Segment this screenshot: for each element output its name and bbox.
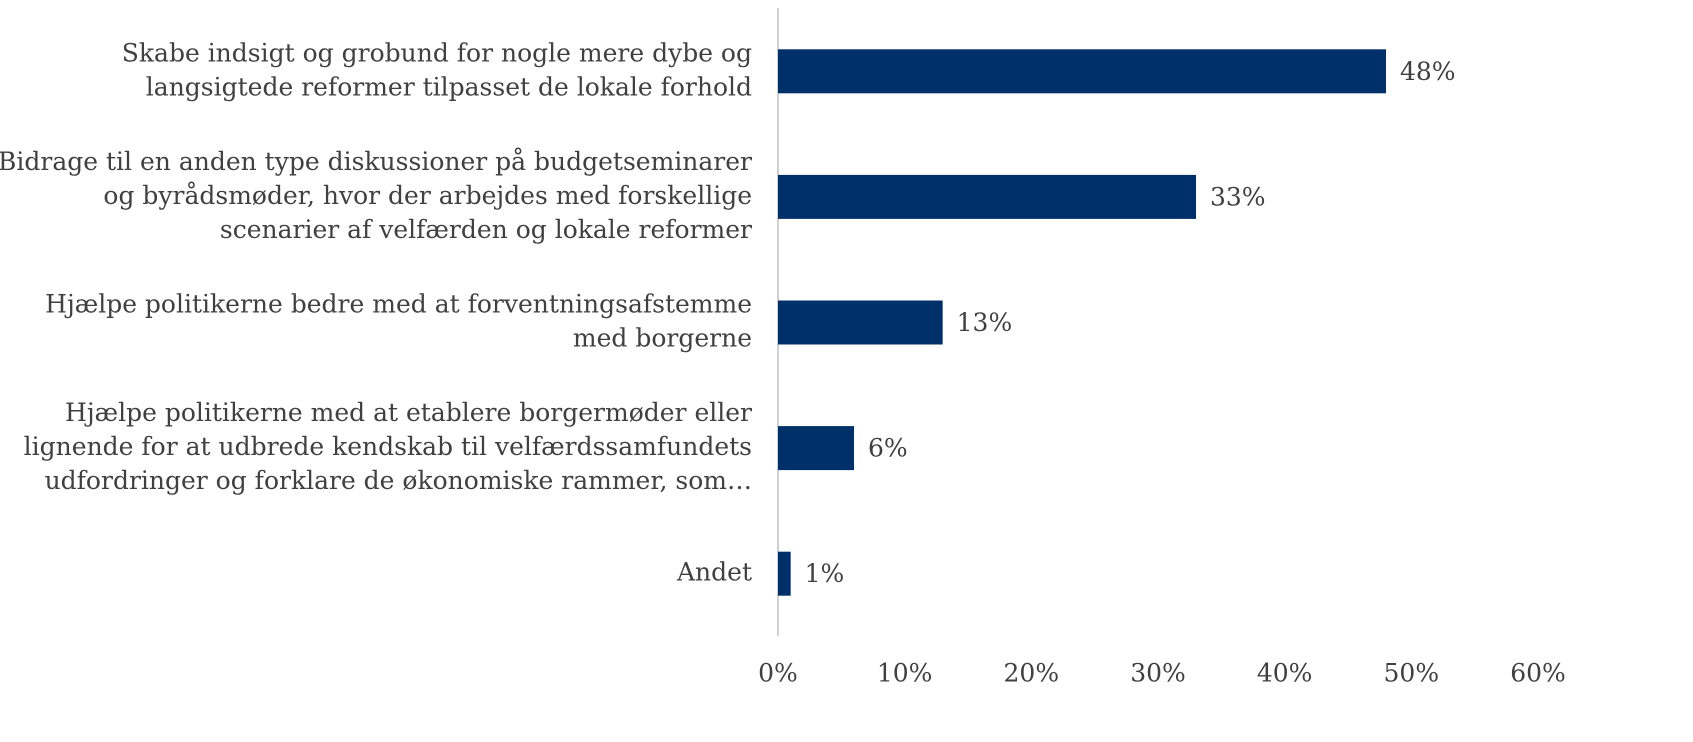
data-label: 48% bbox=[1400, 57, 1456, 86]
y-tick-label: Andet bbox=[676, 557, 752, 586]
x-tick-label: 10% bbox=[877, 659, 933, 688]
x-tick-label: 20% bbox=[1004, 659, 1060, 688]
y-tick-label: Bidrage til en anden type diskussioner p… bbox=[0, 146, 752, 243]
x-tick-label: 40% bbox=[1257, 659, 1313, 688]
y-tick-label: Skabe indsigt og grobund for nogle mere … bbox=[122, 38, 752, 101]
data-label: 13% bbox=[957, 308, 1013, 337]
x-tick-label: 60% bbox=[1510, 659, 1566, 688]
y-tick-label: Hjælpe politikerne med at etablere borge… bbox=[24, 398, 752, 495]
data-label: 1% bbox=[805, 559, 845, 588]
x-tick-label: 50% bbox=[1384, 659, 1440, 688]
data-label: 6% bbox=[868, 434, 908, 463]
bar bbox=[778, 174, 1196, 219]
x-tick-label: 0% bbox=[758, 659, 798, 688]
bar bbox=[778, 49, 1386, 94]
data-label: 33% bbox=[1210, 182, 1266, 211]
bar bbox=[778, 426, 854, 471]
bar bbox=[778, 551, 791, 596]
bar bbox=[778, 300, 943, 345]
y-tick-label: Hjælpe politikerne bedre med at forventn… bbox=[45, 289, 752, 352]
x-tick-label: 30% bbox=[1130, 659, 1186, 688]
